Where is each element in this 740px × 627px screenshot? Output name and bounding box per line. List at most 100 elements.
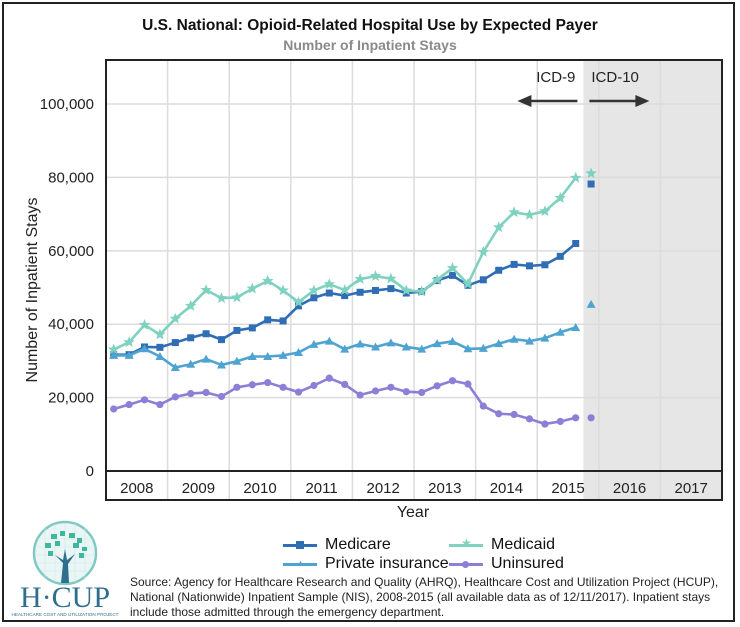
data-point-medicaid bbox=[200, 284, 212, 295]
data-point-medicare bbox=[325, 289, 333, 297]
data-point-medicaid bbox=[477, 245, 490, 257]
data-point-medicaid bbox=[138, 318, 151, 330]
data-point-uninsured bbox=[541, 420, 549, 428]
data-point-uninsured bbox=[125, 400, 133, 409]
data-point-uninsured bbox=[171, 393, 179, 401]
logo-wordmark: H·CUP bbox=[20, 581, 110, 614]
data-point-medicare bbox=[156, 343, 164, 351]
data-point-uninsured bbox=[448, 377, 457, 385]
data-point-uninsured bbox=[464, 380, 472, 388]
data-point-medicaid bbox=[400, 284, 413, 296]
data-point-medicaid bbox=[154, 328, 166, 340]
data-point-private-insurance bbox=[324, 336, 334, 345]
data-point-medicaid bbox=[354, 273, 366, 284]
data-point-uninsured bbox=[510, 410, 518, 419]
data-point-private-insurance bbox=[170, 363, 180, 372]
logo-tagline: HEALTHCARE COST AND UTILIZATION PROJECT bbox=[12, 612, 119, 617]
data-point-uninsured bbox=[572, 414, 580, 422]
data-point-medicare bbox=[341, 292, 349, 300]
data-point-medicaid bbox=[323, 278, 336, 290]
data-point-private-insurance bbox=[371, 342, 380, 351]
data-point-medicare bbox=[495, 266, 503, 274]
data-point-private-insurance bbox=[386, 338, 396, 347]
data-point-uninsured bbox=[310, 381, 318, 390]
data-point-medicaid bbox=[462, 277, 474, 289]
data-point-medicare bbox=[279, 317, 287, 325]
data-point-private-insurance bbox=[155, 352, 165, 361]
data-point-medicaid bbox=[277, 284, 289, 296]
data-point-medicaid bbox=[261, 274, 274, 286]
x-tick-label: 2017 bbox=[675, 480, 708, 497]
data-point-medicare bbox=[510, 260, 518, 268]
data-point-medicare bbox=[387, 285, 395, 293]
data-point-medicare bbox=[295, 302, 302, 310]
series-private-insurance bbox=[109, 299, 596, 372]
data-point-uninsured bbox=[279, 383, 287, 391]
data-point-private-insurance bbox=[448, 336, 457, 345]
data-point-medicaid bbox=[415, 285, 428, 297]
data-point-medicaid bbox=[369, 270, 382, 281]
data-point-medicaid bbox=[523, 208, 536, 220]
y-tick-label: 60,000 bbox=[48, 243, 94, 260]
data-point-medicare bbox=[264, 316, 272, 324]
data-point-medicaid bbox=[492, 221, 505, 233]
data-point-medicaid bbox=[508, 206, 520, 218]
data-point-uninsured bbox=[248, 381, 256, 389]
chart-title: U.S. National: Opioid-Related Hospital U… bbox=[142, 17, 598, 34]
data-point-uninsured bbox=[433, 382, 441, 390]
data-point-private-insurance bbox=[201, 354, 211, 363]
data-point-medicare bbox=[171, 339, 179, 347]
x-tick-label: 2013 bbox=[428, 480, 461, 497]
data-point-uninsured bbox=[187, 389, 195, 398]
data-point-medicaid bbox=[246, 282, 259, 294]
data-point-medicaid bbox=[123, 336, 135, 348]
x-tick-label: 2015 bbox=[551, 480, 584, 497]
data-point-private-insurance bbox=[586, 299, 596, 308]
legend-label: Medicare bbox=[325, 536, 391, 553]
data-point-medicaid bbox=[385, 272, 397, 284]
data-point-uninsured bbox=[402, 388, 410, 396]
data-point-medicare bbox=[572, 239, 580, 247]
data-point-uninsured bbox=[418, 388, 426, 397]
icd10-label: ICD-10 bbox=[591, 69, 639, 86]
data-point-medicaid bbox=[585, 167, 597, 179]
data-point-private-insurance bbox=[247, 352, 257, 361]
data-point-uninsured bbox=[587, 414, 595, 422]
data-point-medicare bbox=[479, 276, 487, 284]
data-point-medicaid bbox=[292, 296, 305, 308]
data-point-private-insurance bbox=[478, 343, 488, 352]
legend-item-medicaid: ★ Medicaid bbox=[449, 536, 555, 554]
x-tick-label: 2014 bbox=[490, 480, 523, 497]
data-point-medicaid bbox=[184, 299, 197, 311]
icd10-shaded-region bbox=[583, 60, 722, 500]
data-point-medicaid bbox=[431, 273, 443, 285]
x-tick-label: 2011 bbox=[305, 480, 337, 497]
source-note: Source: Agency for Healthcare Research a… bbox=[130, 575, 719, 619]
data-point-private-insurance bbox=[355, 339, 365, 348]
tree-icon bbox=[55, 549, 75, 583]
data-point-private-insurance bbox=[309, 339, 319, 348]
data-point-uninsured bbox=[341, 380, 349, 388]
legend-swatch-uninsured bbox=[449, 558, 483, 570]
data-point-medicare bbox=[218, 336, 225, 344]
x-axis-title: Year bbox=[397, 504, 430, 521]
legend-label: Medicaid bbox=[491, 536, 556, 553]
data-point-private-insurance bbox=[232, 356, 242, 365]
data-point-medicare bbox=[372, 286, 379, 294]
chart-subtitle: Number of Inpatient Stays bbox=[283, 37, 457, 53]
data-point-medicare bbox=[202, 330, 210, 338]
data-point-medicare bbox=[587, 180, 595, 188]
legend-label: Uninsured bbox=[491, 555, 564, 572]
data-point-private-insurance bbox=[417, 344, 427, 353]
data-point-medicare bbox=[556, 252, 564, 260]
data-point-medicare bbox=[248, 324, 256, 332]
data-point-private-insurance bbox=[217, 360, 226, 369]
data-point-private-insurance bbox=[340, 344, 350, 353]
y-tick-label: 100,000 bbox=[40, 96, 94, 113]
series-uninsured bbox=[110, 374, 595, 428]
x-tick-label: 2016 bbox=[613, 480, 646, 497]
data-point-medicaid bbox=[215, 292, 228, 304]
data-point-medicare bbox=[449, 271, 456, 279]
data-point-uninsured bbox=[479, 402, 487, 410]
